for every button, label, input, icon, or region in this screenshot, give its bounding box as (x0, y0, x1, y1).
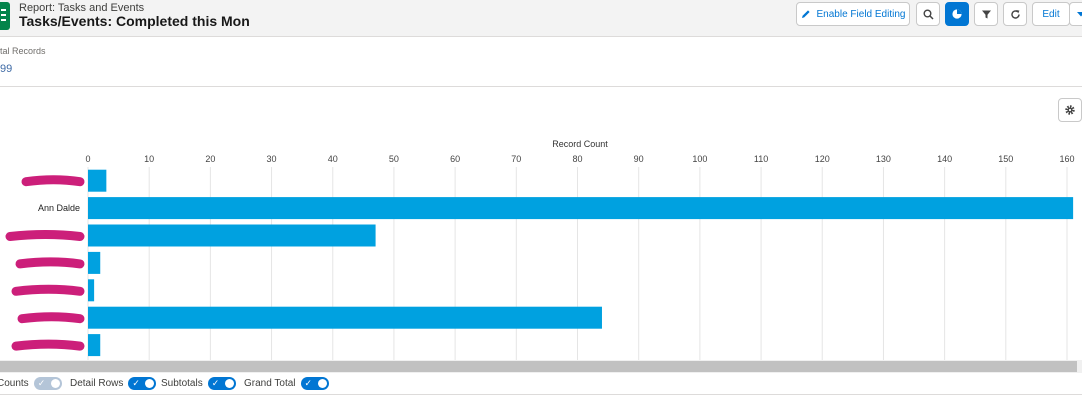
subtotals-toggle-label: Subtotals (161, 378, 203, 389)
x-tick-label: 110 (754, 154, 768, 164)
bar[interactable] (88, 169, 107, 192)
bar[interactable] (88, 251, 101, 274)
redacted-category-label (11, 339, 85, 351)
detail-rows-toggle-label: Detail Rows (70, 378, 124, 389)
x-tick-label: 10 (144, 154, 154, 164)
subtotals-toggle[interactable]: ✓ (207, 377, 236, 390)
x-tick-label: 90 (634, 154, 644, 164)
redacted-category-label (17, 312, 85, 324)
counts-toggle[interactable]: ✓ (33, 377, 62, 390)
enable-field-editing-button[interactable]: Enable Field Editing (796, 2, 910, 26)
more-actions-button[interactable] (1069, 2, 1082, 26)
grand-total-toggle[interactable]: ✓ (300, 377, 329, 390)
chart-settings-button[interactable] (1058, 98, 1082, 122)
bar[interactable] (88, 224, 376, 247)
x-tick-label: 160 (1059, 154, 1074, 164)
x-tick-label: 150 (998, 154, 1013, 164)
x-tick-label: 100 (692, 154, 707, 164)
x-tick-label: 70 (511, 154, 521, 164)
x-tick-label: 50 (389, 154, 399, 164)
detail-rows-toggle-group: Detail Rows ✓ (70, 377, 157, 390)
x-tick-label: 60 (450, 154, 460, 164)
x-axis-title: Record Count (552, 139, 608, 149)
detail-rows-toggle[interactable]: ✓ (128, 377, 157, 390)
x-axis-ticks: 0 10 20 30 40 50 60 70 80 90 100 110 120 130 140 150 160 (85, 154, 1074, 164)
report-header: Report: Tasks and Events Tasks/Events: C… (0, 0, 1082, 37)
footer-toggle-bar: Counts ✓ Detail Rows ✓ Subtotals ✓ Grand… (0, 374, 1082, 394)
x-tick-label: 40 (328, 154, 338, 164)
bar[interactable] (88, 306, 602, 329)
check-icon: ✓ (37, 378, 46, 388)
bar[interactable] (88, 334, 101, 357)
bottom-utility-bar (0, 394, 1082, 407)
pencil-icon (801, 10, 810, 18)
search-icon (923, 9, 934, 20)
search-button[interactable] (916, 2, 940, 26)
category-labels: Ann Dalde (5, 175, 85, 351)
category-label: Ann Dalde (38, 203, 80, 213)
x-tick-label: 80 (572, 154, 582, 164)
total-records-value: 99 (0, 63, 13, 75)
chevron-down-icon (1077, 12, 1082, 17)
x-tick-label: 20 (205, 154, 215, 164)
x-tick-label: 30 (267, 154, 277, 164)
x-tick-label: 140 (937, 154, 952, 164)
total-records-label: tal Records (0, 46, 46, 56)
bar[interactable] (88, 197, 1074, 220)
filter-icon (981, 10, 991, 18)
gear-icon (1065, 105, 1075, 115)
edit-button[interactable]: Edit (1032, 2, 1070, 26)
refresh-icon (1010, 9, 1020, 19)
subtotals-toggle-group: Subtotals ✓ (161, 377, 236, 390)
bar[interactable] (88, 279, 95, 302)
chart-toggle-button[interactable] (945, 2, 969, 26)
x-tick-label: 0 (85, 154, 90, 164)
counts-toggle-group: Counts ✓ (0, 377, 62, 390)
horizontal-scrollbar[interactable] (0, 360, 1082, 373)
redacted-category-label (21, 175, 85, 187)
check-icon: ✓ (211, 378, 220, 388)
chart-gridlines (87, 167, 1068, 360)
filter-button[interactable] (974, 2, 998, 26)
scrollbar-thumb[interactable] (0, 361, 1077, 372)
chart-icon (952, 9, 962, 19)
redacted-category-label (5, 230, 85, 241)
summary-divider (0, 86, 1082, 87)
enable-field-editing-label: Enable Field Editing (816, 8, 906, 20)
grand-total-toggle-label: Grand Total (244, 378, 296, 389)
counts-toggle-label: Counts (0, 378, 29, 389)
x-tick-label: 120 (815, 154, 830, 164)
redacted-category-label (11, 284, 85, 296)
redacted-category-label (15, 257, 85, 269)
report-title: Tasks/Events: Completed this Mon (19, 13, 250, 29)
report-icon (0, 2, 10, 30)
chart-bars (88, 169, 1074, 357)
refresh-button[interactable] (1003, 2, 1027, 26)
x-tick-label: 130 (876, 154, 891, 164)
check-icon: ✓ (304, 378, 313, 388)
report-type-label: Report: Tasks and Events (19, 2, 145, 14)
record-count-chart: Record Count 0 10 20 30 40 50 60 70 80 90 100 110 12… (5, 139, 1075, 360)
grand-total-toggle-group: Grand Total ✓ (244, 377, 329, 390)
check-icon: ✓ (132, 378, 140, 388)
